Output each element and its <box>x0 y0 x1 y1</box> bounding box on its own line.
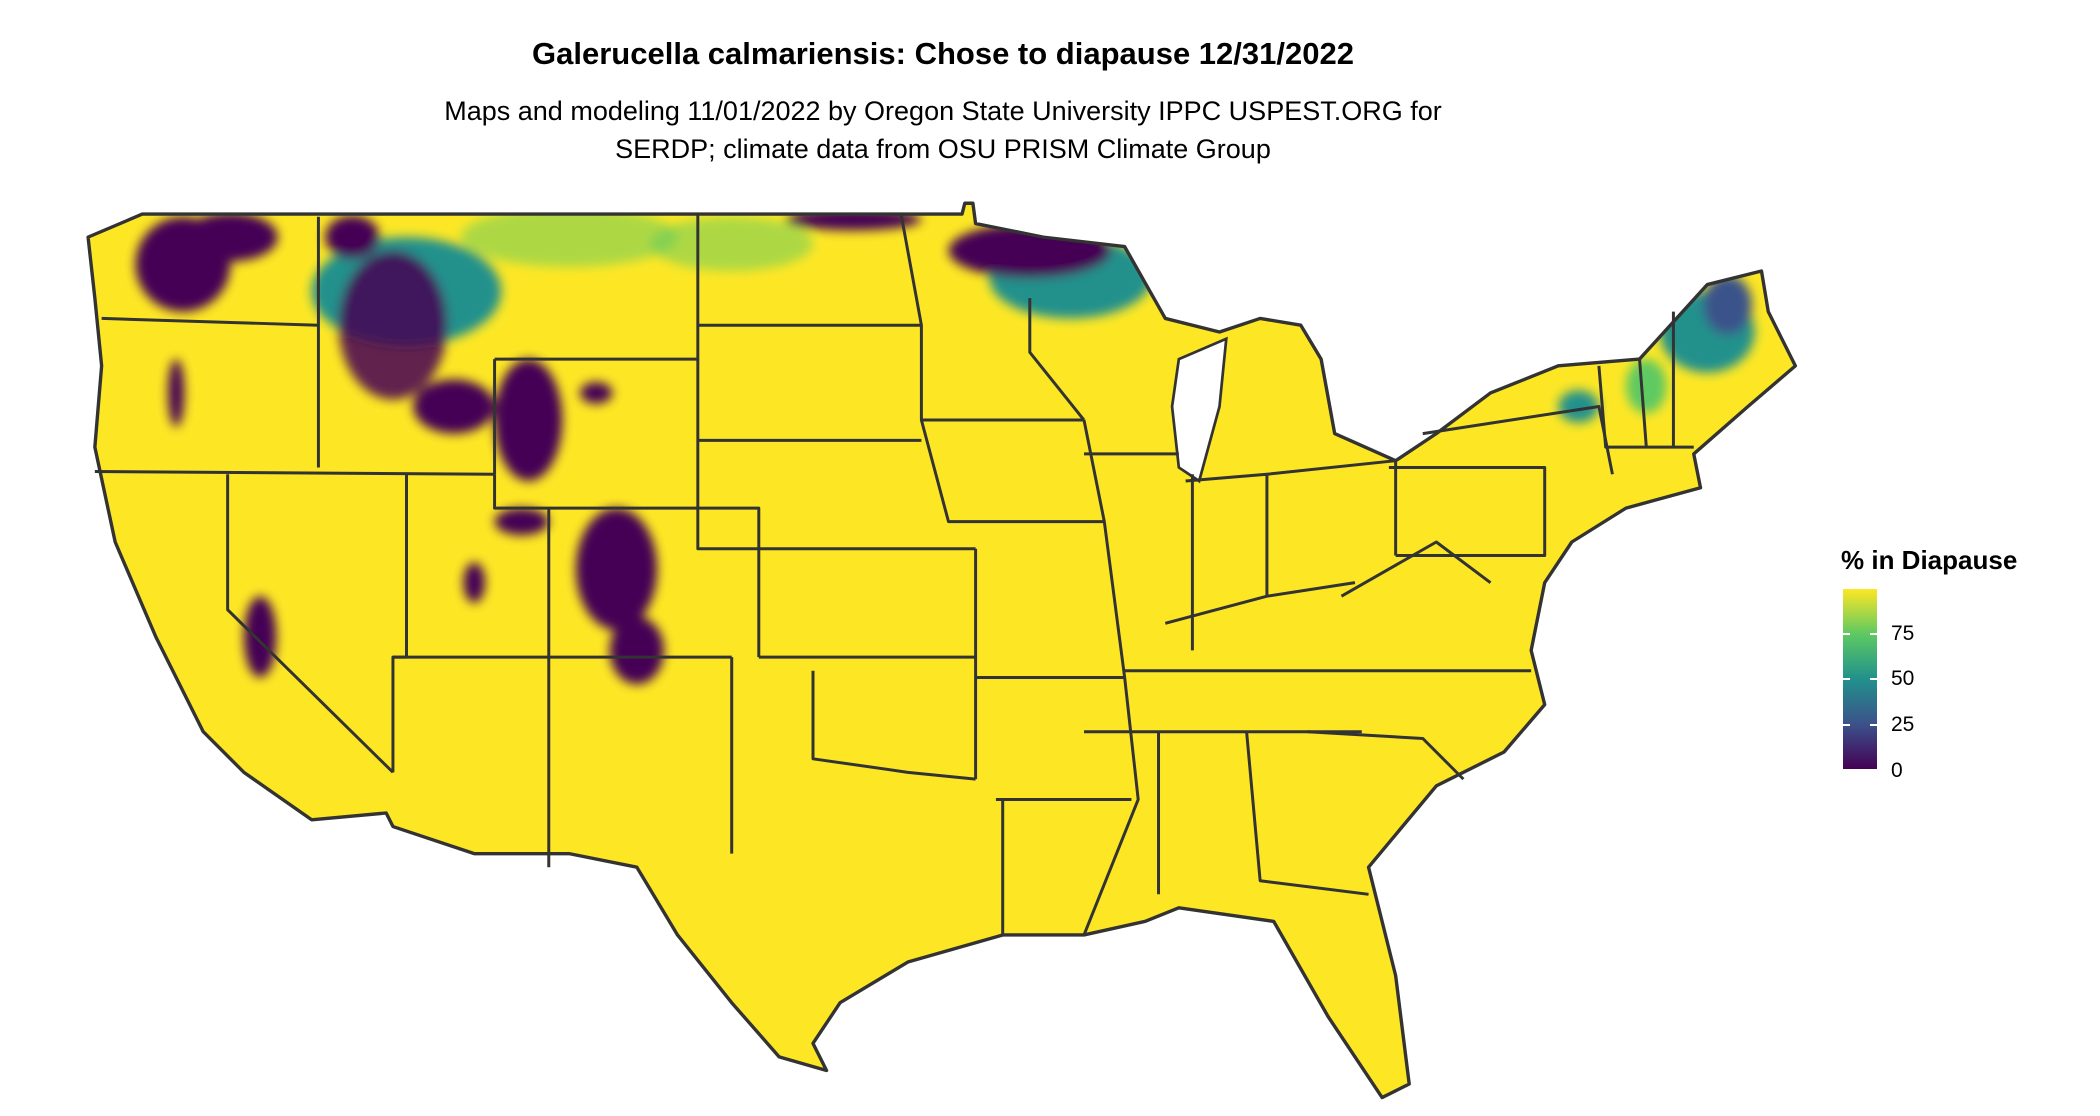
legend-tick-25: 25 <box>1891 713 1915 736</box>
tick-mark-50 <box>1843 678 1850 680</box>
subtitle-line-2: SERDP; climate data from OSU PRISM Clima… <box>615 134 1271 164</box>
legend-tick-0: 0 <box>1891 759 1903 782</box>
tick-mark-75 <box>1843 633 1850 635</box>
diapause-low-regions <box>135 207 1755 685</box>
map-subtitle: Maps and modeling 11/01/2022 by Oregon S… <box>0 92 1886 168</box>
tick-mark-25-right <box>1870 724 1877 726</box>
tick-mark-50-right <box>1870 678 1877 680</box>
map-title: Galerucella calmariensis: Chose to diapa… <box>532 36 1354 71</box>
legend-tick-75: 75 <box>1891 622 1915 645</box>
tick-mark-75-right <box>1870 633 1877 635</box>
subtitle-line-1: Maps and modeling 11/01/2022 by Oregon S… <box>444 96 1442 126</box>
legend-tick-50: 50 <box>1891 667 1915 690</box>
state-borders <box>94 213 1694 936</box>
tick-mark-25 <box>1843 724 1850 726</box>
us-outline <box>86 201 1798 1100</box>
legend-title: % in Diapause <box>1841 545 2018 575</box>
